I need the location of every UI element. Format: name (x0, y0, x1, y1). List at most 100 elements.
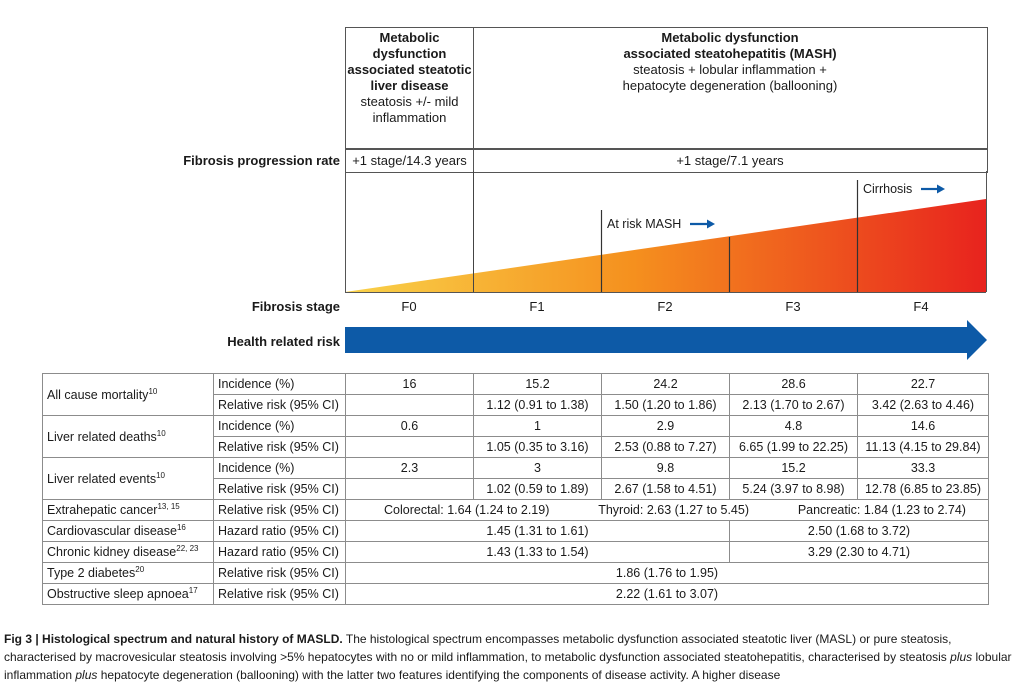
header-frame (345, 27, 988, 150)
row-label-t2d: Type 2 diabetes20 (42, 562, 214, 584)
value-cell: 3.42 (2.63 to 4.46) (857, 394, 989, 416)
value-cell: 1.02 (0.59 to 1.89) (473, 478, 602, 500)
thyroid-value: Thyroid: 2.63 (1.27 to 5.45) (598, 503, 749, 517)
value-cell: 14.6 (857, 415, 989, 437)
masl-rate: +1 stage/14.3 years (352, 153, 467, 168)
value-cell: 2.22 (1.61 to 3.07) (345, 583, 989, 605)
value-cell: 1.50 (1.20 to 1.86) (601, 394, 730, 416)
table-row: Type 2 diabetes20 Relative risk (95% CI)… (42, 562, 989, 584)
value-cell: 12.78 (6.85 to 23.85) (857, 478, 989, 500)
mash-rate: +1 stage/7.1 years (676, 153, 784, 168)
table-row: Liver related events10 Incidence (%) 2.3… (42, 457, 989, 500)
empty-cell (345, 436, 474, 458)
value-cell: 2.50 (1.68 to 3.72) (729, 520, 989, 542)
mash-title-line1: Metabolic dysfunction (661, 30, 799, 45)
value-cell: 1.43 (1.33 to 1.54) (345, 541, 730, 563)
caption-title: Histological spectrum and natural histor… (42, 632, 343, 646)
header-divider (473, 27, 474, 172)
metric-cell: Relative risk (95% CI) (213, 436, 346, 458)
value-cell: 2.53 (0.88 to 7.27) (601, 436, 730, 458)
row-label-osa: Obstructive sleep apnoea17 (42, 583, 214, 605)
row-label-extrahepatic: Extrahepatic cancer13, 15 (42, 499, 214, 521)
fibrosis-wedge (345, 199, 986, 292)
value-cell: 16 (345, 373, 474, 395)
masl-header: Metabolic dysfunction associated steatot… (346, 30, 473, 126)
progression-row-frame (345, 148, 988, 173)
value-cell: 2.67 (1.58 to 4.51) (601, 478, 730, 500)
metric-cell: Relative risk (95% CI) (213, 562, 346, 584)
value-cell: 2.13 (1.70 to 2.67) (729, 394, 858, 416)
value-cell: 3.29 (2.30 to 4.71) (729, 541, 989, 563)
value-cell: 24.2 (601, 373, 730, 395)
health-risk-arrow (345, 320, 987, 360)
value-cell: 33.3 (857, 457, 989, 479)
metric-cell: Incidence (%) (213, 373, 346, 395)
value-cell: 1 (473, 415, 602, 437)
caption-text-3: hepatocyte degeneration (ballooning) wit… (100, 668, 781, 682)
table-row: Cardiovascular disease16 Hazard ratio (9… (42, 520, 989, 542)
mash-header: Metabolic dysfunction associated steatoh… (474, 30, 986, 94)
figure-caption: Fig 3 | Histological spectrum and natura… (4, 632, 1012, 682)
table-row: Liver related deaths10 Incidence (%) 0.6… (42, 415, 989, 458)
cirrhosis-arrow-head (937, 184, 945, 194)
caption-text-2: lobular inflammation (4, 650, 1012, 682)
outcomes-table: All cause mortality10 Incidence (%) 16 1… (42, 373, 989, 605)
table-row: Obstructive sleep apnoea17 Relative risk… (42, 583, 989, 605)
metric-cell: Hazard ratio (95% CI) (213, 520, 346, 542)
row-label-liver-deaths: Liver related deaths10 (42, 415, 214, 458)
caption-plus-1: plus (950, 650, 973, 664)
caption-fig-number: Fig 3 (4, 632, 33, 646)
row-label-mortality: All cause mortality10 (42, 373, 214, 416)
value-cell: 9.8 (601, 457, 730, 479)
metric-cell: Relative risk (95% CI) (213, 583, 346, 605)
cirrhosis-label: Cirrhosis (863, 182, 913, 196)
value-cell: 6.65 (1.99 to 22.25) (729, 436, 858, 458)
stage-f4: F4 (913, 299, 929, 314)
fibrosis-wedge-diagram (345, 171, 987, 293)
table-row: Relative risk (95% CI) 1.02 (0.59 to 1.8… (43, 478, 989, 500)
value-cell: 0.6 (345, 415, 474, 437)
value-cell: 15.2 (729, 457, 858, 479)
masl-subtitle: steatosis +/- mild inflammation (360, 94, 459, 125)
mash-subtitle-line1: steatosis + lobular inflammation + (633, 62, 827, 77)
row-label-liver-events: Liver related events10 (42, 457, 214, 500)
metric-cell: Hazard ratio (95% CI) (213, 541, 346, 563)
masl-title: Metabolic dysfunction associated steatot… (347, 30, 472, 93)
stage-f1: F1 (529, 299, 545, 314)
value-cell: 28.6 (729, 373, 858, 395)
stage-f3: F3 (785, 299, 801, 314)
row-label-cardio: Cardiovascular disease16 (42, 520, 214, 542)
value-cell: 11.13 (4.15 to 29.84) (857, 436, 989, 458)
health-risk-label: Health related risk (227, 334, 340, 349)
at-risk-mash-label: At risk MASH (607, 217, 682, 231)
table-row: Chronic kidney disease22, 23 Hazard rati… (42, 541, 989, 563)
value-cell: 1.45 (1.31 to 1.61) (345, 520, 730, 542)
stage-f0: F0 (401, 299, 417, 314)
metric-cell: Incidence (%) (213, 457, 346, 479)
mash-subtitle-line2: hepatocyte degeneration (ballooning) (622, 78, 838, 93)
empty-cell (345, 394, 474, 416)
health-risk-arrow-shape (345, 320, 987, 360)
value-cell: 1.12 (0.91 to 1.38) (473, 394, 602, 416)
value-cell: 2.9 (601, 415, 730, 437)
table-row: Extrahepatic cancer13, 15 Relative risk … (42, 499, 989, 521)
value-cell: 22.7 (857, 373, 989, 395)
row-label-ckd: Chronic kidney disease22, 23 (42, 541, 214, 563)
stage-f2: F2 (657, 299, 673, 314)
pancreatic-value: Pancreatic: 1.84 (1.23 to 2.74) (797, 503, 966, 517)
table-row: All cause mortality10 Incidence (%) 16 1… (42, 373, 989, 416)
metric-cell: Relative risk (95% CI) (213, 499, 346, 521)
table-row: Relative risk (95% CI) 1.05 (0.35 to 3.1… (43, 436, 989, 458)
metric-cell: Relative risk (95% CI) (213, 478, 346, 500)
metric-cell: Relative risk (95% CI) (213, 394, 346, 416)
caption-plus-2: plus (75, 668, 98, 682)
metric-cell: Incidence (%) (213, 415, 346, 437)
value-cell: 4.8 (729, 415, 858, 437)
empty-cell (345, 478, 474, 500)
value-cell: 15.2 (473, 373, 602, 395)
progression-label: Fibrosis progression rate (183, 153, 340, 168)
value-cell: 1.86 (1.76 to 1.95) (345, 562, 989, 584)
extrahepatic-values: Colorectal: 1.64 (1.24 to 2.19) Thyroid:… (345, 499, 989, 521)
colorectal-value: Colorectal: 1.64 (1.24 to 2.19) (384, 503, 550, 517)
value-cell: 5.24 (3.97 to 8.98) (729, 478, 858, 500)
